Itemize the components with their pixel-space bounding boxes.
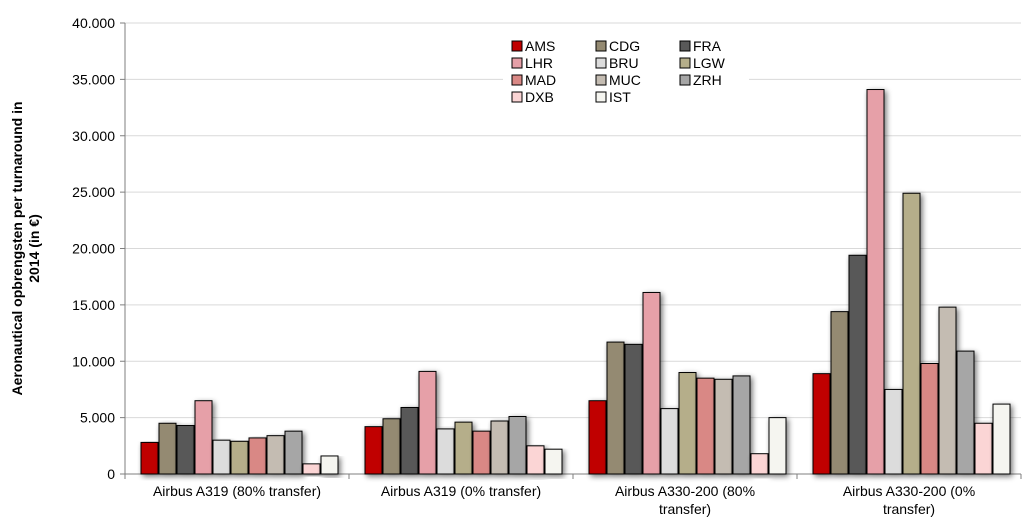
- bar-lhr: [642, 291, 661, 475]
- bar-mad: [248, 437, 267, 475]
- legend-label-dxb: DXB: [525, 89, 554, 105]
- bar-lgw: [230, 440, 249, 475]
- bar-dxb: [750, 453, 769, 475]
- bar-ist: [320, 455, 339, 475]
- legend-label-muc: MUC: [609, 72, 641, 88]
- bar-fra: [176, 425, 195, 475]
- legend: AMS CDG FRA LHR BRU LGW MAD MUC ZRH DXB IST: [503, 33, 749, 111]
- bar-lgw: [454, 421, 473, 475]
- bar-cdg: [606, 341, 625, 475]
- y-tick-label: 25.000: [72, 184, 115, 200]
- bars: [140, 89, 1011, 475]
- legend-swatch-fra: [679, 40, 691, 52]
- legend-swatch-lgw: [679, 57, 691, 69]
- legend-swatch-zrh: [679, 74, 691, 86]
- bar-lhr: [194, 400, 213, 475]
- legend-swatch-cdg: [595, 40, 607, 52]
- bar-mad: [920, 363, 939, 475]
- legend-swatch-dxb: [511, 91, 523, 103]
- gridlines: [125, 22, 1021, 419]
- bar-lgw: [678, 372, 697, 475]
- legend-swatch-bru: [595, 57, 607, 69]
- bar-ist: [992, 403, 1011, 475]
- category-label: Airbus A319 (0% transfer): [381, 483, 541, 499]
- bar-muc: [938, 306, 957, 475]
- bar-ams: [588, 400, 607, 475]
- y-tick-label: 35.000: [72, 71, 115, 87]
- bar-fra: [624, 343, 643, 475]
- y-tick-label: 15.000: [72, 297, 115, 313]
- legend-background: [503, 33, 749, 111]
- legend-swatch-ams: [511, 40, 523, 52]
- legend-label-fra: FRA: [693, 38, 722, 54]
- legend-label-lhr: LHR: [525, 55, 553, 71]
- bar-ams: [140, 441, 159, 475]
- y-tick-label: 5.000: [80, 410, 115, 426]
- y-tick-label: 10.000: [72, 353, 115, 369]
- bar-bru: [660, 408, 679, 475]
- bar-cdg: [830, 311, 849, 475]
- bar-muc: [266, 435, 285, 475]
- legend-swatch-mad: [511, 74, 523, 86]
- legend-label-ams: AMS: [525, 38, 555, 54]
- bar-lhr: [418, 370, 437, 475]
- bar-ams: [364, 426, 383, 475]
- bar-muc: [714, 378, 733, 475]
- bar-bru: [212, 439, 231, 475]
- y-tick-label: 30.000: [72, 128, 115, 144]
- category-label: Airbus A330-200 (0% transfer): [843, 483, 975, 517]
- bar-lhr: [866, 89, 885, 475]
- bar-cdg: [382, 418, 401, 475]
- legend-label-cdg: CDG: [609, 38, 640, 54]
- bar-dxb: [526, 445, 545, 475]
- category-label: Airbus A319 (80% transfer): [153, 483, 321, 499]
- legend-swatch-ist: [595, 91, 607, 103]
- y-axis-label-text: Aeronautical opbrengsten per turnaround …: [9, 101, 42, 395]
- bar-bru: [884, 388, 903, 475]
- legend-label-zrh: ZRH: [693, 72, 722, 88]
- legend-label-bru: BRU: [609, 55, 639, 71]
- legend-label-ist: IST: [609, 89, 631, 105]
- y-tick-label: 40.000: [72, 15, 115, 31]
- bar-zrh: [508, 415, 527, 475]
- bar-zrh: [284, 430, 303, 475]
- bar-fra: [848, 254, 867, 475]
- bar-dxb: [302, 463, 321, 475]
- category-label: Airbus A330-200 (80% transfer): [615, 483, 755, 517]
- bar-muc: [490, 420, 509, 475]
- bar-ams: [812, 373, 831, 475]
- bar-mad: [472, 430, 491, 475]
- legend-swatch-muc: [595, 74, 607, 86]
- bar-fra: [400, 406, 419, 475]
- category-labels: Airbus A319 (80% transfer) Airbus A319 (0…: [153, 483, 975, 517]
- bar-lgw: [902, 192, 921, 475]
- bar-bru: [436, 428, 455, 475]
- legend-label-mad: MAD: [525, 72, 556, 88]
- bar-ist: [768, 417, 787, 475]
- legend-swatch-lhr: [511, 57, 523, 69]
- legend-label-lgw: LGW: [693, 55, 726, 71]
- bar-mad: [696, 377, 715, 475]
- y-axis-label: Aeronautical opbrengsten per turnaround …: [9, 101, 42, 395]
- bar-cdg: [158, 422, 177, 475]
- y-tick-label: 20.000: [72, 241, 115, 257]
- bar-zrh: [732, 375, 751, 475]
- bar-dxb: [974, 422, 993, 475]
- bar-ist: [544, 448, 563, 475]
- y-tick-label: 0: [107, 466, 115, 482]
- bar-zrh: [956, 350, 975, 475]
- y-tick-labels: 0 5.000 10.000 15.000 20.000 25.000 30.000 35.0…: [72, 15, 115, 482]
